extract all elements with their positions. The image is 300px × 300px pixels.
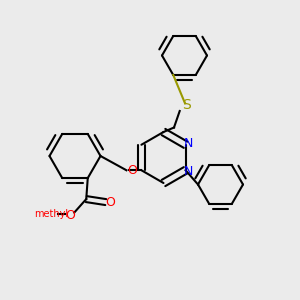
Text: methyl: methyl xyxy=(34,209,68,219)
Text: O: O xyxy=(65,209,75,222)
Text: N: N xyxy=(184,137,193,150)
Text: O: O xyxy=(128,164,137,177)
Text: S: S xyxy=(182,98,191,112)
Text: O: O xyxy=(105,196,115,208)
Text: N: N xyxy=(184,165,193,178)
